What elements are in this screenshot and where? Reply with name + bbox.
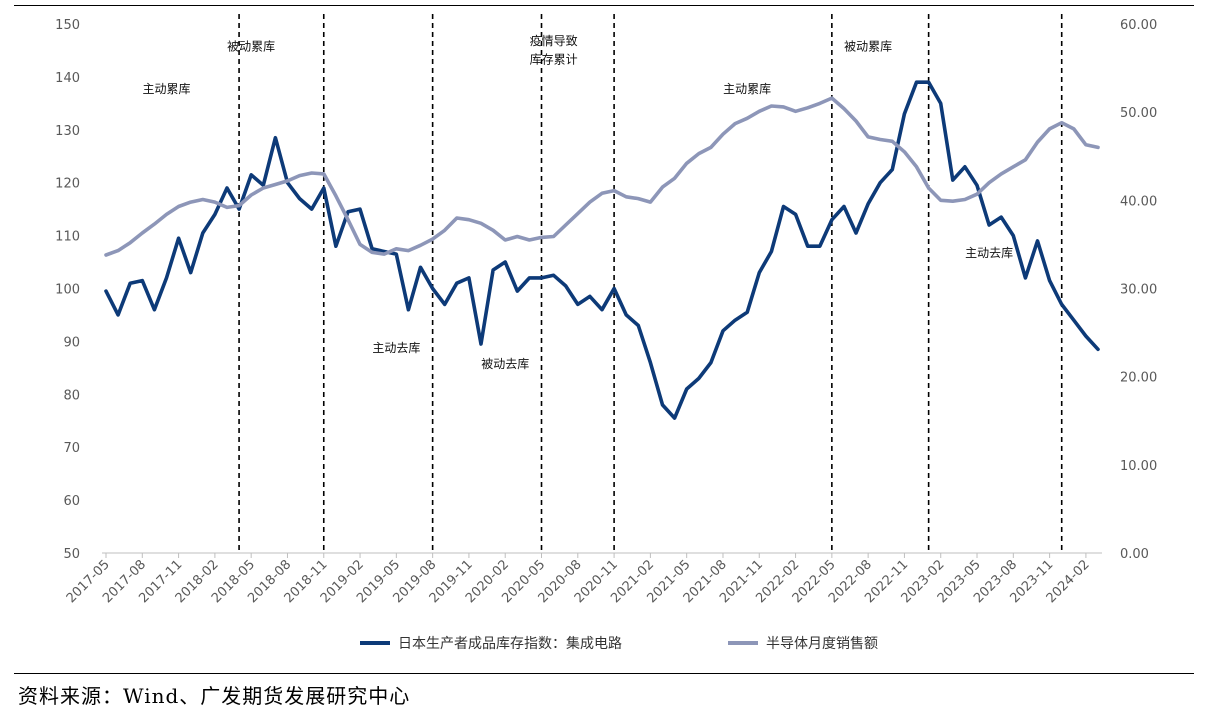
phase-lines <box>238 14 1063 553</box>
y-left-tick-label: 50 <box>63 547 80 562</box>
y-right-tick-label: 30.00 <box>1120 283 1157 298</box>
phase-label: 主动累库 <box>723 81 771 96</box>
sales-series-line <box>104 96 1100 257</box>
phase-label: 主动去库 <box>965 245 1013 260</box>
top-rule <box>14 5 1194 6</box>
y-right-tick-label: 60.00 <box>1120 18 1157 33</box>
y-left-tick-label: 70 <box>63 441 80 456</box>
legend-label-sales: 半导体月度销售额 <box>766 636 878 652</box>
source-rule <box>14 673 1194 674</box>
y-right-tick-label: 50.00 <box>1120 106 1157 121</box>
phase-label: 被动累库 <box>844 38 892 53</box>
inventory-series-line <box>104 80 1100 420</box>
y-right-tick-label: 20.00 <box>1120 371 1157 386</box>
phase-label: 主动去库 <box>372 340 420 355</box>
y-left-tick-label: 90 <box>63 335 80 350</box>
y-left-tick-label: 100 <box>55 283 80 298</box>
source-note: 资料来源：Wind、广发期货发展研究中心 <box>18 684 411 708</box>
y-right-tick-label: 40.00 <box>1120 194 1157 209</box>
legend-label-inventory: 日本生产者成品库存指数：集成电路 <box>398 635 622 652</box>
inventory-vs-sales-chart: 50 60 70 80 90 100 110 120 130 140 150 0.00 10.00 20.… <box>55 14 1157 652</box>
phase-label: 主动累库 <box>142 81 190 96</box>
y-left-tick-label: 150 <box>55 18 80 33</box>
y-left-tick-label: 110 <box>55 230 80 245</box>
y-left-tick-label: 130 <box>55 124 80 139</box>
y-left-tick-label: 60 <box>63 494 80 509</box>
phase-label: 被动去库 <box>481 356 529 371</box>
y-left-tick-label: 80 <box>63 388 80 403</box>
y-right-tick-label: 10.00 <box>1120 459 1157 474</box>
phase-label: 库存累计 <box>530 52 578 67</box>
legend: 日本生产者成品库存指数：集成电路 半导体月度销售额 <box>360 635 878 652</box>
phase-label: 疫情导致 <box>530 33 578 48</box>
y-left-tick-label: 120 <box>55 177 80 192</box>
series-lines <box>104 80 1100 420</box>
y-left-tick-label: 140 <box>55 71 80 86</box>
phase-label: 被动累库 <box>227 38 275 53</box>
axes: 50 60 70 80 90 100 110 120 130 140 150 0.00 10.00 20.… <box>55 18 1157 606</box>
y-right-tick-label: 0.00 <box>1120 547 1149 562</box>
